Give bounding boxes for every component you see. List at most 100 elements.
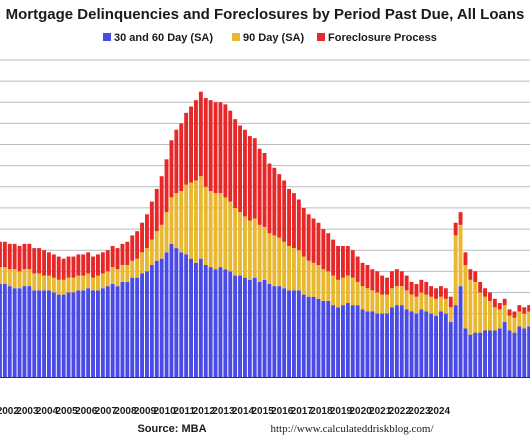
bar-segment-series-0 xyxy=(115,286,120,377)
bar-segment-series-0 xyxy=(365,311,370,377)
bar-segment-series-1 xyxy=(12,269,17,289)
bar-segment-series-1 xyxy=(61,279,66,295)
bar-segment-series-1 xyxy=(120,264,125,282)
bar-segment-series-0 xyxy=(2,284,7,377)
bar-segment-series-1 xyxy=(277,237,282,287)
x-tick-label: 2004 xyxy=(36,406,59,417)
bar-segment-series-2 xyxy=(86,252,91,274)
bar-segment-series-1 xyxy=(66,277,71,293)
x-tick-label: 2021 xyxy=(369,406,392,417)
bar-segment-series-2 xyxy=(370,269,375,291)
bar-segment-series-0 xyxy=(223,269,228,377)
bar-segment-series-0 xyxy=(37,290,42,377)
bar-segment-series-0 xyxy=(71,292,76,377)
bar-segment-series-1 xyxy=(42,275,46,291)
bar-segment-series-2 xyxy=(32,248,37,274)
bar-segment-series-0 xyxy=(380,313,385,377)
bar-segment-series-1 xyxy=(96,275,100,291)
bar-segment-series-0 xyxy=(228,271,233,377)
bar-segment-series-1 xyxy=(56,279,61,295)
bar-segment-series-0 xyxy=(257,281,262,377)
bar-segment-series-1 xyxy=(27,269,32,287)
legend-swatch-30-60-day xyxy=(103,33,111,41)
bar-segment-series-2 xyxy=(390,271,394,289)
bar-segment-series-0 xyxy=(145,271,149,377)
x-tick-label: 2005 xyxy=(55,406,78,417)
bar-segment-series-1 xyxy=(326,271,331,301)
bar-segment-series-2 xyxy=(51,254,56,278)
bar-segment-series-1 xyxy=(341,277,345,306)
bar-segment-series-0 xyxy=(140,273,144,377)
bar-segment-series-1 xyxy=(233,207,238,276)
bar-segment-series-2 xyxy=(326,233,331,272)
bar-segment-series-0 xyxy=(81,290,86,377)
bar-segment-series-2 xyxy=(120,243,125,265)
bar-segment-series-2 xyxy=(502,298,507,306)
bar-segment-series-1 xyxy=(301,256,306,295)
bar-segment-series-0 xyxy=(331,305,336,377)
bar-segment-series-1 xyxy=(86,273,91,289)
bar-segment-series-0 xyxy=(174,248,179,377)
bar-segment-series-0 xyxy=(252,277,257,377)
bar-segment-series-1 xyxy=(81,275,86,291)
bar-segment-series-1 xyxy=(37,273,42,291)
bar-segment-series-2 xyxy=(174,129,179,194)
x-tick-label: 2011 xyxy=(173,406,195,417)
bar-segment-series-0 xyxy=(164,252,169,377)
bar-segment-series-1 xyxy=(0,267,2,285)
bar-segment-series-1 xyxy=(517,311,522,327)
bar-segment-series-0 xyxy=(154,260,159,377)
bar-segment-series-2 xyxy=(203,98,208,187)
bar-segment-series-2 xyxy=(267,163,272,234)
bars xyxy=(0,91,530,377)
bar-segment-series-2 xyxy=(350,250,355,278)
bar-segment-series-2 xyxy=(47,252,51,276)
bar-segment-series-1 xyxy=(287,245,291,291)
bar-segment-series-0 xyxy=(399,305,404,377)
bar-segment-series-1 xyxy=(419,292,424,310)
bar-segment-series-1 xyxy=(208,191,213,268)
bar-segment-series-0 xyxy=(458,286,463,377)
bar-segment-series-0 xyxy=(125,281,130,377)
bar-segment-series-2 xyxy=(414,284,419,297)
bar-segment-series-1 xyxy=(247,220,252,280)
bar-segment-series-0 xyxy=(56,294,61,377)
bar-segment-series-0 xyxy=(453,305,458,377)
x-tick-label: 2018 xyxy=(310,406,333,417)
bar-segment-series-0 xyxy=(0,284,2,377)
bar-segment-series-0 xyxy=(414,313,419,377)
bar-segment-series-1 xyxy=(130,260,135,278)
bar-segment-series-1 xyxy=(473,281,478,333)
bar-segment-series-2 xyxy=(507,309,512,316)
bar-segment-series-0 xyxy=(169,243,174,377)
bar-segment-series-2 xyxy=(458,212,463,225)
bar-segment-series-2 xyxy=(115,248,120,270)
bar-segment-series-2 xyxy=(154,188,159,232)
bar-segment-series-2 xyxy=(321,229,326,270)
bar-segment-series-0 xyxy=(213,269,218,377)
bar-segment-series-2 xyxy=(145,214,149,249)
x-tick-label: 2008 xyxy=(114,406,137,417)
bar-segment-series-1 xyxy=(365,288,370,312)
bar-segment-series-0 xyxy=(198,258,203,377)
bar-segment-series-2 xyxy=(311,218,316,263)
bar-segment-series-1 xyxy=(404,290,409,310)
bar-segment-series-2 xyxy=(91,256,95,278)
legend-swatch-90-day xyxy=(232,33,240,41)
bar-segment-series-1 xyxy=(296,250,301,291)
bar-segment-series-1 xyxy=(375,292,380,314)
bar-segment-series-1 xyxy=(439,296,443,312)
bar-segment-series-1 xyxy=(218,193,223,268)
bar-segment-series-2 xyxy=(419,279,424,293)
bar-segment-series-1 xyxy=(429,296,434,314)
bar-segment-series-1 xyxy=(228,201,233,272)
bar-segment-series-1 xyxy=(2,267,7,285)
bar-segment-series-1 xyxy=(32,273,37,291)
bar-segment-series-1 xyxy=(453,235,458,306)
bar-segment-series-0 xyxy=(316,298,321,377)
bar-segment-series-2 xyxy=(208,100,213,192)
bar-segment-series-0 xyxy=(370,311,375,377)
bar-segment-series-2 xyxy=(488,292,492,301)
bar-segment-series-2 xyxy=(527,305,530,312)
